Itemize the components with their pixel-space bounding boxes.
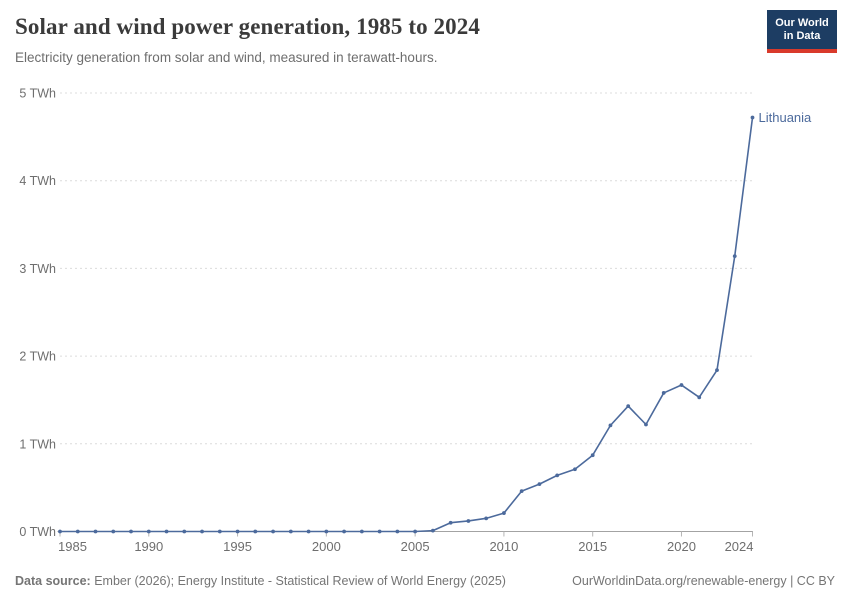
- data-point[interactable]: [466, 519, 471, 523]
- data-point[interactable]: [413, 529, 418, 534]
- footer-link[interactable]: OurWorldinData.org/renewable-energy | CC…: [572, 574, 835, 588]
- x-tick-label: 1990: [134, 539, 163, 554]
- x-tick-label: 2010: [489, 539, 518, 554]
- data-point[interactable]: [484, 516, 489, 521]
- data-point[interactable]: [288, 529, 293, 534]
- data-point[interactable]: [146, 529, 151, 534]
- line-chart[interactable]: 0 TWh 1 TWh 2 TWh 3 TWh 4 TWh 5 TWh 1985 1990 19…: [0, 80, 850, 560]
- y-tick-label: 1 TWh: [19, 437, 56, 451]
- x-tick-label: 2005: [401, 539, 430, 554]
- data-point[interactable]: [502, 511, 506, 515]
- data-point[interactable]: [448, 520, 453, 525]
- data-source-label: Data source:: [15, 574, 91, 588]
- owid-logo-line2: in Data: [783, 29, 821, 42]
- data-point[interactable]: [644, 422, 648, 427]
- data-point[interactable]: [573, 467, 577, 472]
- data-point[interactable]: [200, 529, 204, 534]
- data-point[interactable]: [697, 395, 702, 400]
- data-point[interactable]: [164, 529, 169, 534]
- series-line[interactable]: [60, 117, 754, 533]
- data-point[interactable]: [537, 482, 542, 487]
- data-point[interactable]: [129, 529, 133, 534]
- y-tick-label: 4 TWh: [19, 174, 56, 188]
- chart-subtitle: Electricity generation from solar and wi…: [15, 50, 438, 65]
- data-point[interactable]: [235, 529, 240, 534]
- data-point[interactable]: [679, 383, 684, 387]
- data-source-note: Data source: Ember (2026); Energy Instit…: [15, 574, 506, 588]
- data-point[interactable]: [182, 529, 187, 534]
- data-point[interactable]: [75, 529, 80, 534]
- data-point[interactable]: [519, 489, 524, 494]
- data-point[interactable]: [430, 528, 435, 533]
- owid-logo-line1: Our World: [775, 16, 829, 29]
- y-tick-label: 2 TWh: [19, 350, 56, 364]
- data-point[interactable]: [715, 368, 719, 373]
- y-tick-label: 0 TWh: [19, 525, 56, 539]
- data-point[interactable]: [590, 453, 595, 458]
- data-point[interactable]: [93, 529, 98, 534]
- page-title: Solar and wind power generation, 1985 to…: [15, 14, 480, 39]
- chart-footer: Data source: Ember (2026); Energy Instit…: [15, 574, 835, 588]
- data-point[interactable]: [626, 404, 631, 408]
- data-point[interactable]: [253, 529, 258, 534]
- x-tick-label: 1985: [58, 539, 87, 554]
- series-label-lithuania[interactable]: Lithuania: [759, 110, 813, 125]
- data-point[interactable]: [306, 529, 311, 534]
- owid-logo[interactable]: Our World in Data: [767, 10, 837, 53]
- y-tick-label: 3 TWh: [19, 262, 56, 276]
- data-point[interactable]: [217, 529, 222, 534]
- data-point[interactable]: [342, 529, 347, 534]
- data-point[interactable]: [58, 529, 62, 534]
- x-tick-label: 2015: [578, 539, 607, 554]
- data-point[interactable]: [608, 423, 613, 428]
- data-point[interactable]: [750, 115, 755, 120]
- data-point[interactable]: [555, 473, 560, 478]
- x-tick-label: 2024: [725, 539, 754, 554]
- data-point[interactable]: [111, 529, 116, 534]
- data-source-text: Ember (2026); Energy Institute - Statist…: [90, 574, 506, 588]
- x-tick-label: 2000: [312, 539, 341, 554]
- data-point[interactable]: [359, 529, 364, 534]
- y-tick-label: 5 TWh: [19, 87, 56, 101]
- data-point[interactable]: [395, 529, 400, 534]
- data-point[interactable]: [377, 529, 382, 534]
- x-tick-label: 2020: [667, 539, 696, 554]
- data-point[interactable]: [732, 254, 737, 259]
- data-point[interactable]: [324, 529, 329, 534]
- data-point[interactable]: [661, 391, 666, 395]
- data-point[interactable]: [271, 529, 275, 534]
- x-tick-label: 1995: [223, 539, 252, 554]
